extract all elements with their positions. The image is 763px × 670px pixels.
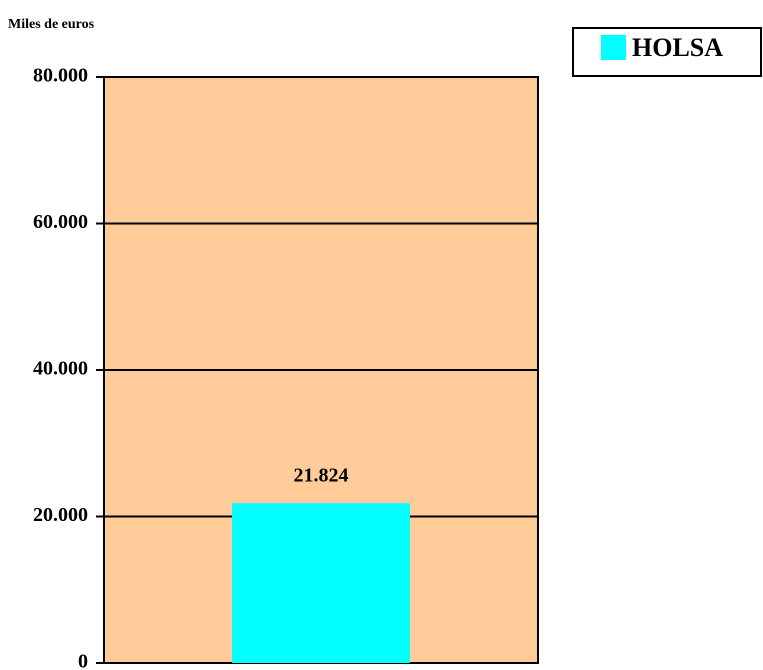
y-tick-label: 0	[78, 651, 88, 670]
data-label: 21.824	[294, 465, 349, 487]
y-tick-label: 80.000	[33, 65, 88, 87]
legend-swatch	[601, 35, 626, 60]
y-tick-label: 60.000	[33, 211, 88, 233]
bar	[232, 503, 410, 663]
y-tick-label: 20.000	[33, 504, 88, 526]
legend-label: HOLSA	[632, 33, 723, 62]
y-axis-label: Miles de euros	[8, 17, 95, 32]
y-tick-label: 40.000	[33, 358, 88, 380]
